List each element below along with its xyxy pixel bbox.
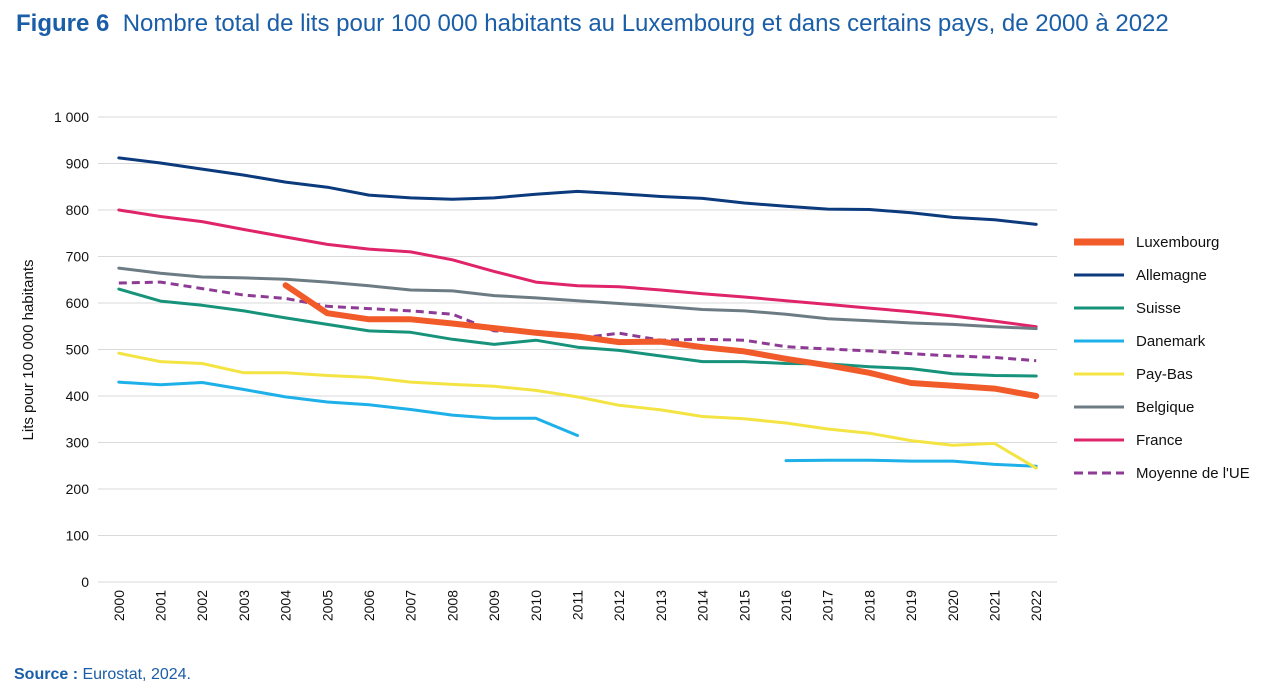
y-tick-label: 400 [66,388,90,404]
legend-label: Danemark [1136,333,1206,350]
legend-label: Suisse [1136,300,1181,317]
x-tick-label: 2005 [319,590,335,621]
legend-label: Moyenne de l'UE [1136,465,1250,482]
series-line-suisse [117,287,1038,378]
legend: Luxembourg Allemagne Suisse Danemark Pay-Bas… [1074,234,1250,482]
x-tick-label: 2008 [444,590,460,621]
legend-label: France [1136,432,1183,449]
chart-title: Figure 6 Nombre total de lits pour 100 0… [16,8,1256,40]
y-tick-label: 100 [66,528,90,544]
title-text: Nombre total de lits pour 100 000 habita… [122,10,1169,37]
y-tick-label: 300 [66,435,90,451]
x-tick-label: 2006 [361,590,377,621]
series-line-france [117,208,1038,329]
x-tick-label: 2010 [528,590,544,621]
y-tick-label: 1 000 [54,109,89,125]
x-tick-label: 2009 [486,590,502,621]
source-note: Source : Eurostat, 2024. [14,666,191,684]
source-label: Source : [14,666,79,683]
x-tick-label: 2011 [570,590,586,620]
x-tick-label: 2004 [278,590,294,621]
x-tick-label: 2022 [1028,590,1044,621]
legend-label: Pay-Bas [1136,366,1193,383]
y-tick-label: 0 [81,574,89,590]
series-line-luxembourg [282,282,1040,399]
legend-label: Belgique [1136,399,1194,416]
legend-label: Luxembourg [1136,234,1219,251]
y-tick-label: 800 [66,202,90,218]
figure-label: Figure 6 [16,10,110,37]
series-lines [117,156,1040,470]
x-tick-label: 2014 [695,590,711,621]
legend-label: Allemagne [1136,267,1207,284]
series-line-allemagne [117,156,1038,226]
series-line-belgique [117,266,1038,331]
x-tick-label: 2017 [820,590,836,621]
x-tick-label: 2001 [153,590,169,621]
gridlines [98,116,1057,583]
y-tick-label: 700 [66,249,90,265]
y-tick-label: 900 [66,156,90,172]
x-tick-label: 2002 [194,590,210,621]
x-tick-label: 2000 [111,590,127,621]
y-tick-label: 600 [66,295,90,311]
y-axis-ticks: 0 100 200 300 400 500 600 700 800 900 1 000 [54,109,89,590]
x-tick-label: 2007 [403,590,419,621]
y-tick-label: 500 [66,342,90,358]
x-tick-label: 2018 [861,590,877,621]
y-axis-label: Lits pour 100 000 habitants [20,260,37,441]
x-tick-label: 2021 [986,590,1002,621]
x-tick-label: 2020 [945,590,961,621]
series-line-paysbas [117,351,1038,470]
x-tick-label: 2016 [778,590,794,621]
x-tick-label: 2015 [736,590,752,621]
source-text: Eurostat, 2024. [82,666,191,683]
y-tick-label: 200 [66,481,90,497]
x-tick-label: 2013 [653,590,669,621]
x-tick-label: 2003 [236,590,252,621]
x-tick-label: 2012 [611,590,627,621]
x-tick-label: 2019 [903,590,919,621]
x-axis-ticks: 2000 2001 2002 2003 2004 2005 2006 2007 2008 2009… [111,590,1044,621]
series-line-danemark [117,380,1038,468]
series-line-ue [118,280,1037,363]
